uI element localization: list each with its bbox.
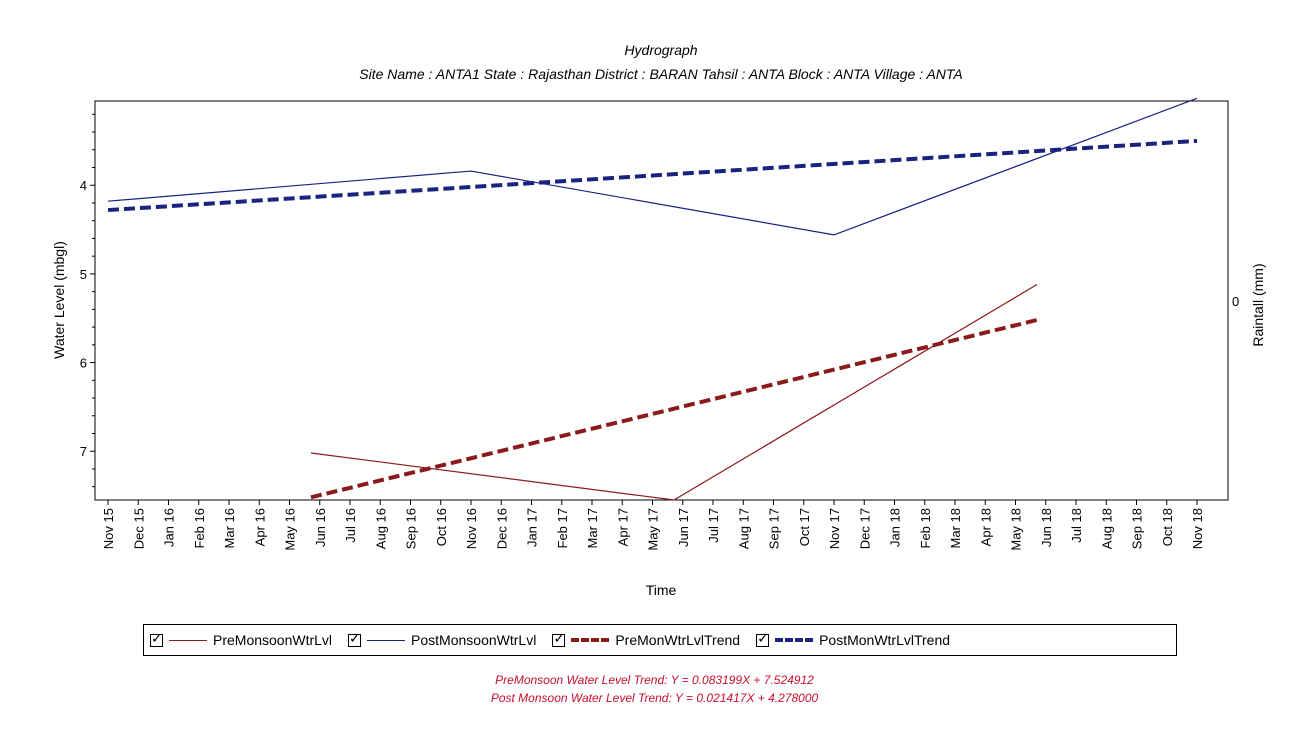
x-tick-label: Jun 17 [676,508,691,547]
legend-label: PostMonsoonWtrLvl [411,632,536,648]
legend-label: PreMonsoonWtrLvl [213,632,332,648]
x-tick-label: Mar 16 [222,508,237,548]
series-line-postmonwtrlvltrend [108,141,1197,210]
legend-checkbox[interactable] [756,634,769,647]
legend-label: PreMonWtrLvlTrend [615,632,740,648]
x-tick-label: Oct 18 [1160,508,1175,546]
x-tick-label: Nov 16 [464,508,479,549]
x-tick-label: Nov 17 [827,508,842,549]
y-axis-title: Water Level (mbgl) [51,241,67,359]
x-tick-label: Jul 16 [343,508,358,543]
legend-checkbox[interactable] [552,634,565,647]
x-tick-label: Sep 18 [1130,508,1145,549]
chart-subtitle: Site Name : ANTA1 State : Rajasthan Dist… [359,66,963,82]
y-axis: 4 5 6 7 [80,114,95,486]
series-line-premonsoonwtrlvl [311,285,1037,500]
x-tick-label: Nov 18 [1190,508,1205,549]
x-tick-label: Apr 17 [615,508,630,546]
y-tick-label: 4 [80,178,87,193]
legend-swatch [367,640,405,641]
x-tick-label: May 16 [283,508,298,551]
x-tick-label: Jan 17 [525,508,540,547]
x-tick-label: Dec 17 [857,508,872,549]
x-tick-label: Jan 16 [162,508,177,547]
series-group [108,98,1197,500]
x-tick-label: Jul 18 [1069,508,1084,543]
x-tick-label: Mar 18 [948,508,963,548]
x-tick-label: Dec 15 [131,508,146,549]
series-line-postmonsoonwtrlvl [108,98,1197,235]
x-tick-label: May 18 [1009,508,1024,551]
legend-item: PostMonsoonWtrLvl [346,632,536,648]
legend-checkbox[interactable] [348,634,361,647]
y-tick-label: 6 [80,356,87,371]
legend-item: PreMonsoonWtrLvl [148,632,332,648]
legend-checkbox[interactable] [150,634,163,647]
legend-item: PreMonWtrLvlTrend [550,632,740,648]
legend: PreMonsoonWtrLvl PostMonsoonWtrLvl PreMonW… [143,624,1177,656]
x-tick-label: Feb 18 [918,508,933,548]
legend-swatch [571,638,609,642]
legend-item: PostMonWtrLvlTrend [754,632,950,648]
x-tick-label: Oct 17 [797,508,812,546]
y2-axis-title: Raintall (mm) [1250,263,1266,346]
x-tick-label: Jun 18 [1039,508,1054,547]
x-tick-label: Nov 15 [101,508,116,549]
hydrograph-chart: Hydrograph Site Name : ANTA1 State : Raj… [0,0,1309,620]
x-tick-label: Feb 16 [192,508,207,548]
x-tick-label: May 17 [646,508,661,551]
legend-swatch [169,640,207,641]
x-axis-title: Time [646,582,677,598]
chart-title: Hydrograph [624,42,697,58]
legend-swatch [775,638,813,642]
plot-area [95,101,1228,500]
x-tick-label: Aug 16 [373,508,388,549]
x-tick-label: Apr 18 [978,508,993,546]
x-tick-label: Aug 17 [736,508,751,549]
y-tick-label: 5 [80,267,87,282]
x-tick-label: Jan 18 [888,508,903,547]
x-tick-label: Sep 17 [767,508,782,549]
x-tick-label: Aug 18 [1099,508,1114,549]
x-tick-label: Apr 16 [252,508,267,546]
x-axis: Nov 15 Dec 15 Jan 16 Feb 16 Mar 16 Apr 16 May … [101,500,1205,551]
y2-tick-label: 0 [1232,294,1239,309]
series-line-premonwtrlvltrend [311,320,1037,497]
x-tick-label: Sep 16 [404,508,419,549]
legend-label: PostMonWtrLvlTrend [819,632,950,648]
pre-monsoon-equation: PreMonsoon Water Level Trend: Y = 0.0831… [0,673,1309,687]
x-tick-label: Dec 16 [494,508,509,549]
x-tick-label: Jul 17 [706,508,721,543]
x-tick-label: Mar 17 [585,508,600,548]
x-tick-label: Jun 16 [313,508,328,547]
x-tick-label: Oct 16 [434,508,449,546]
post-monsoon-equation: Post Monsoon Water Level Trend: Y = 0.02… [0,691,1309,705]
y-tick-label: 7 [80,444,87,459]
x-tick-label: Feb 17 [555,508,570,548]
